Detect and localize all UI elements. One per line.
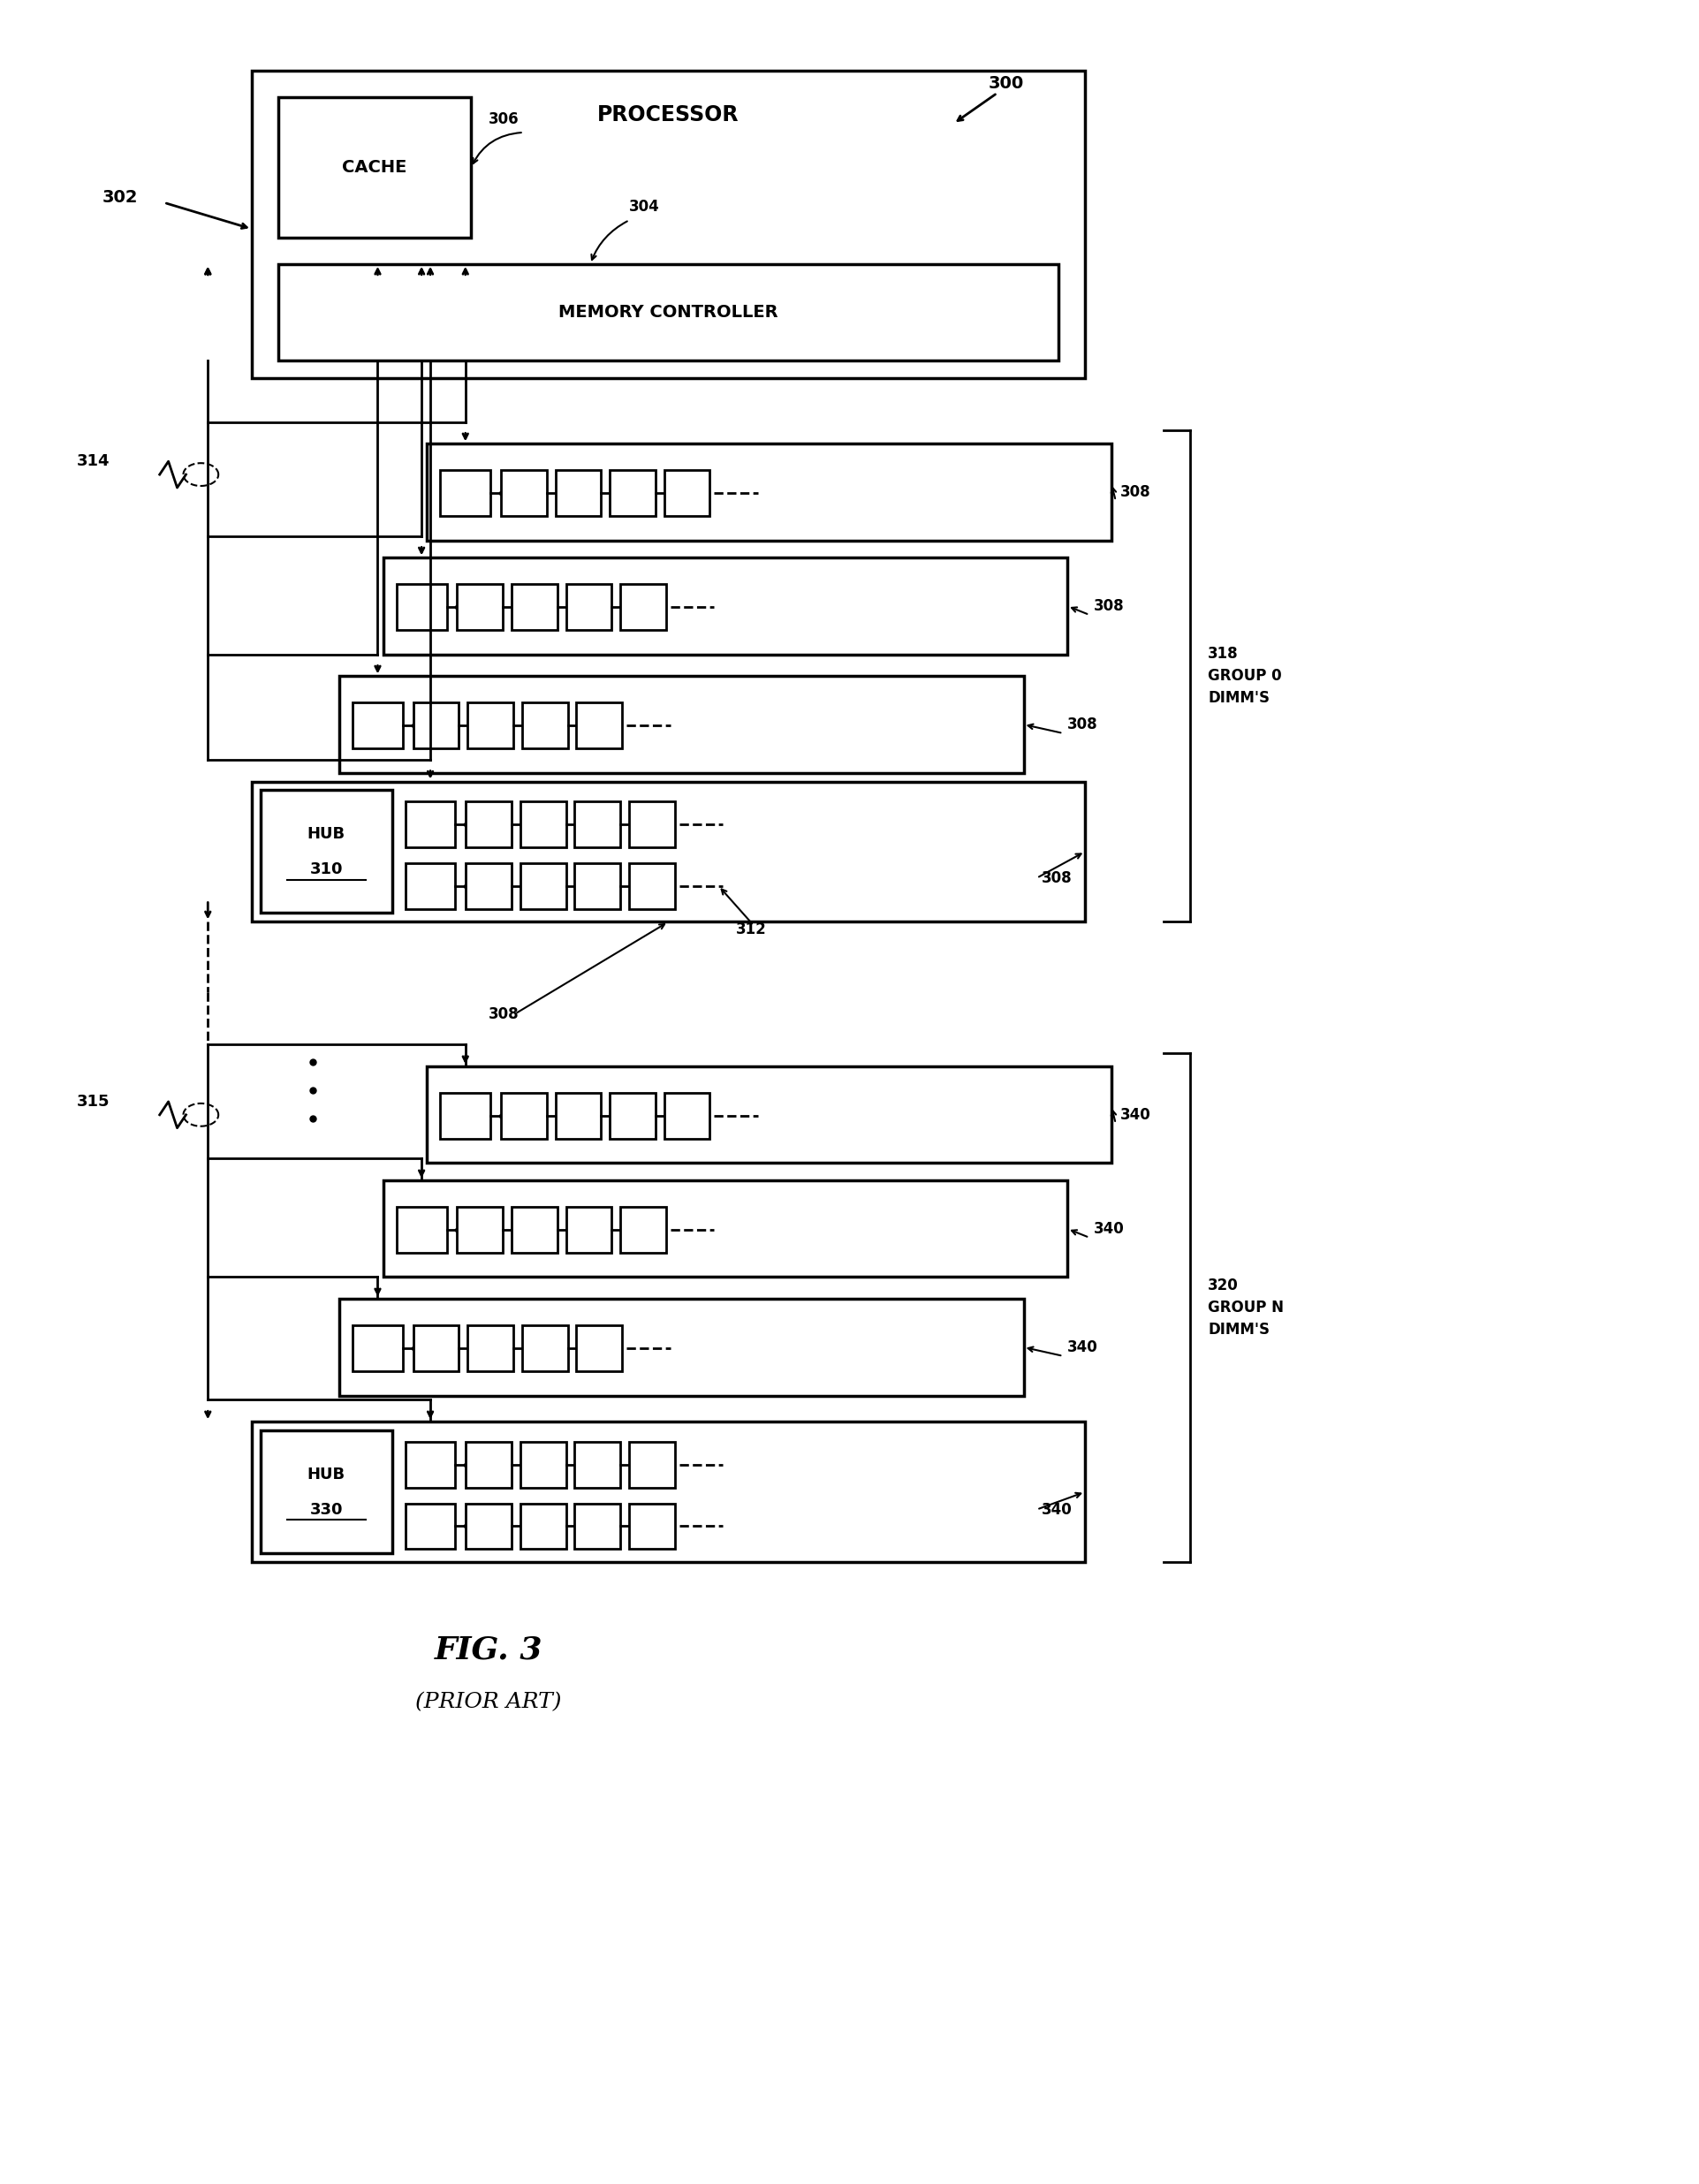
Text: 308: 308: [1094, 598, 1125, 614]
Text: 318
GROUP 0
DIMM'S: 318 GROUP 0 DIMM'S: [1208, 646, 1281, 705]
FancyBboxPatch shape: [384, 1182, 1067, 1278]
FancyBboxPatch shape: [466, 1503, 511, 1548]
FancyBboxPatch shape: [610, 1092, 656, 1138]
Text: 300: 300: [989, 74, 1024, 92]
FancyBboxPatch shape: [620, 1208, 666, 1251]
FancyBboxPatch shape: [413, 703, 459, 749]
FancyBboxPatch shape: [574, 863, 620, 909]
FancyBboxPatch shape: [522, 1326, 567, 1372]
Text: 306: 306: [489, 111, 520, 127]
FancyBboxPatch shape: [467, 1326, 513, 1372]
FancyBboxPatch shape: [629, 802, 675, 847]
FancyBboxPatch shape: [279, 98, 471, 238]
FancyBboxPatch shape: [556, 470, 601, 515]
FancyBboxPatch shape: [574, 1503, 620, 1548]
FancyBboxPatch shape: [406, 1503, 455, 1548]
FancyBboxPatch shape: [511, 1208, 557, 1251]
FancyBboxPatch shape: [440, 470, 491, 515]
FancyBboxPatch shape: [520, 863, 566, 909]
Text: 312: 312: [736, 922, 766, 937]
FancyBboxPatch shape: [457, 1208, 503, 1251]
Text: 340: 340: [1120, 1107, 1150, 1123]
FancyBboxPatch shape: [556, 1092, 601, 1138]
Text: (PRIOR ART): (PRIOR ART): [416, 1693, 562, 1712]
FancyBboxPatch shape: [413, 1326, 459, 1372]
FancyBboxPatch shape: [340, 1299, 1023, 1396]
FancyBboxPatch shape: [353, 703, 403, 749]
FancyBboxPatch shape: [440, 1092, 491, 1138]
FancyBboxPatch shape: [466, 1441, 511, 1487]
FancyBboxPatch shape: [340, 677, 1023, 773]
FancyBboxPatch shape: [566, 583, 612, 629]
Text: 302: 302: [102, 190, 138, 205]
FancyBboxPatch shape: [520, 1441, 566, 1487]
FancyBboxPatch shape: [501, 1092, 547, 1138]
FancyBboxPatch shape: [426, 443, 1111, 539]
FancyBboxPatch shape: [406, 802, 455, 847]
FancyBboxPatch shape: [566, 1208, 612, 1251]
Text: CACHE: CACHE: [341, 159, 408, 177]
FancyBboxPatch shape: [511, 583, 557, 629]
Text: 308: 308: [1067, 716, 1098, 732]
Text: 315: 315: [76, 1094, 109, 1109]
FancyBboxPatch shape: [251, 1422, 1086, 1562]
FancyBboxPatch shape: [260, 791, 392, 913]
Text: 308: 308: [1120, 485, 1150, 500]
FancyBboxPatch shape: [466, 863, 511, 909]
Text: 308: 308: [1041, 869, 1072, 887]
Text: 340: 340: [1094, 1221, 1125, 1236]
FancyBboxPatch shape: [251, 782, 1086, 922]
Text: HUB: HUB: [308, 1465, 345, 1483]
FancyBboxPatch shape: [522, 703, 567, 749]
FancyBboxPatch shape: [576, 703, 622, 749]
FancyBboxPatch shape: [574, 1441, 620, 1487]
FancyBboxPatch shape: [576, 1326, 622, 1372]
FancyBboxPatch shape: [279, 264, 1058, 360]
Text: HUB: HUB: [308, 826, 345, 843]
Text: MEMORY CONTROLLER: MEMORY CONTROLLER: [559, 304, 778, 321]
Text: 308: 308: [489, 1007, 520, 1022]
Text: PROCESSOR: PROCESSOR: [598, 105, 739, 124]
Text: 330: 330: [309, 1503, 343, 1518]
FancyBboxPatch shape: [629, 1441, 675, 1487]
FancyBboxPatch shape: [520, 802, 566, 847]
FancyBboxPatch shape: [426, 1066, 1111, 1164]
Text: 314: 314: [76, 454, 109, 470]
FancyBboxPatch shape: [620, 583, 666, 629]
FancyBboxPatch shape: [629, 1503, 675, 1548]
Text: 340: 340: [1067, 1339, 1098, 1354]
FancyBboxPatch shape: [251, 72, 1086, 378]
FancyBboxPatch shape: [457, 583, 503, 629]
FancyBboxPatch shape: [610, 470, 656, 515]
FancyBboxPatch shape: [406, 863, 455, 909]
Text: 304: 304: [629, 199, 659, 214]
FancyBboxPatch shape: [629, 863, 675, 909]
FancyBboxPatch shape: [664, 1092, 710, 1138]
FancyBboxPatch shape: [501, 470, 547, 515]
FancyBboxPatch shape: [664, 470, 710, 515]
Text: 340: 340: [1041, 1503, 1072, 1518]
FancyBboxPatch shape: [353, 1326, 403, 1372]
FancyBboxPatch shape: [406, 1441, 455, 1487]
FancyBboxPatch shape: [520, 1503, 566, 1548]
FancyBboxPatch shape: [384, 557, 1067, 655]
Text: 320
GROUP N
DIMM'S: 320 GROUP N DIMM'S: [1208, 1278, 1284, 1339]
FancyBboxPatch shape: [396, 1208, 447, 1251]
Text: 310: 310: [309, 860, 343, 878]
FancyBboxPatch shape: [260, 1431, 392, 1553]
FancyBboxPatch shape: [396, 583, 447, 629]
FancyBboxPatch shape: [467, 703, 513, 749]
Text: FIG. 3: FIG. 3: [435, 1636, 542, 1664]
FancyBboxPatch shape: [574, 802, 620, 847]
FancyBboxPatch shape: [466, 802, 511, 847]
